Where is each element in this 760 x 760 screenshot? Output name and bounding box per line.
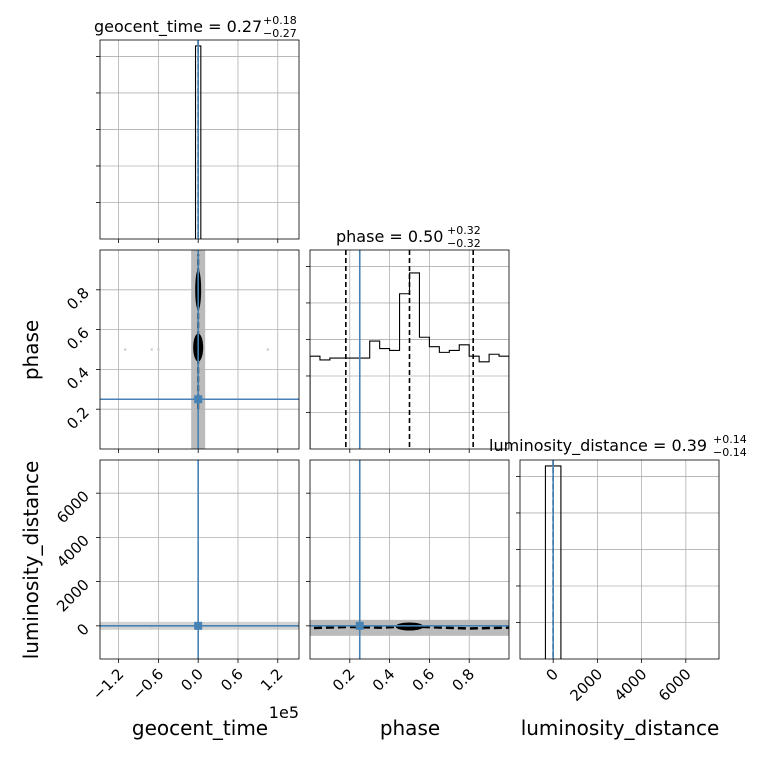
ylabel-luminosity-distance: luminosity_distance [19, 461, 43, 660]
title-phase: phase = 0.50 [336, 227, 443, 246]
panel-luminosity_distance-vs-luminosity_distance: 0 2000 4000 6000 [516, 459, 720, 705]
y-tick-label: 0.2 [63, 403, 93, 433]
panel-content [310, 250, 509, 449]
title-luminosity-distance-minus: −0.14 [713, 446, 747, 459]
x-tick-label: 0.4 [369, 665, 399, 695]
x-tick-label: −0.6 [129, 665, 167, 703]
panel-phase-vs-phase [306, 249, 510, 453]
x-tick-label: 6000 [655, 665, 695, 705]
y-tick-label: 2000 [53, 576, 93, 616]
x-tick-label: 0.2 [329, 665, 359, 695]
truth-marker [355, 621, 364, 630]
scatter-point [150, 348, 153, 351]
xlabel-geocent-time: geocent_time [132, 716, 268, 740]
panel-content [520, 460, 719, 659]
title-luminosity-distance: luminosity_distance = 0.39 [489, 436, 707, 456]
panel-frame [99, 39, 300, 240]
panel-phase-vs-geocent_time: 0.2 0.4 0.6 0.8 [63, 249, 300, 453]
title-geocent-time: geocent_time = 0.27 [94, 17, 262, 37]
y-tick-label: 0 [73, 620, 92, 639]
panel-frame [309, 459, 510, 660]
y-tick-label: 6000 [53, 487, 93, 527]
panel-frame [99, 249, 300, 450]
panel-content [100, 40, 299, 239]
x-tick-label: 0.8 [448, 665, 478, 695]
title-luminosity-distance-plus: +0.14 [713, 433, 747, 446]
x-tick-label: 0.0 [177, 665, 207, 695]
y-tick-label: 0.4 [63, 364, 93, 394]
ylabel-phase: phase [19, 320, 43, 380]
title-phase-minus: −0.32 [447, 237, 481, 250]
y-tick-label: 0.6 [63, 324, 93, 354]
x-tick-label: 0.6 [217, 665, 247, 695]
x-tick-label: 0 [543, 665, 562, 684]
x-tick-label: 4000 [611, 665, 651, 705]
x-tick-label: 2000 [566, 665, 606, 705]
xlabel-phase: phase [380, 716, 440, 740]
panel-content [100, 250, 299, 449]
x-tick-label: 1.2 [257, 665, 287, 695]
x-tick-label: 0.6 [409, 665, 439, 695]
offset-label-geocent-time: 1e5 [269, 703, 299, 722]
panel-frame [519, 459, 720, 660]
histogram-phase [310, 272, 509, 449]
x-tick-label: −1.2 [89, 665, 127, 703]
scatter-point [124, 348, 127, 351]
panel-geocent_time-vs-geocent_time [96, 39, 300, 243]
panel-frame [99, 459, 300, 660]
panel-luminosity_distance-vs-phase: 0.2 0.4 0.6 0.8 [306, 459, 510, 695]
truth-marker [194, 621, 203, 630]
title-geocent-time-plus: +0.18 [263, 14, 297, 27]
y-tick-label: 4000 [53, 531, 93, 571]
title-phase-plus: +0.32 [447, 224, 481, 237]
panel-content [100, 460, 299, 659]
truth-marker [194, 395, 203, 404]
y-tick-label: 0.8 [63, 284, 93, 314]
title-geocent-time-minus: −0.27 [263, 27, 297, 40]
panel-content [310, 460, 509, 659]
scatter-point [266, 348, 270, 351]
panel-frame [309, 249, 510, 450]
scatter-point [157, 348, 160, 351]
xlabel-luminosity-distance: luminosity_distance [521, 716, 720, 740]
